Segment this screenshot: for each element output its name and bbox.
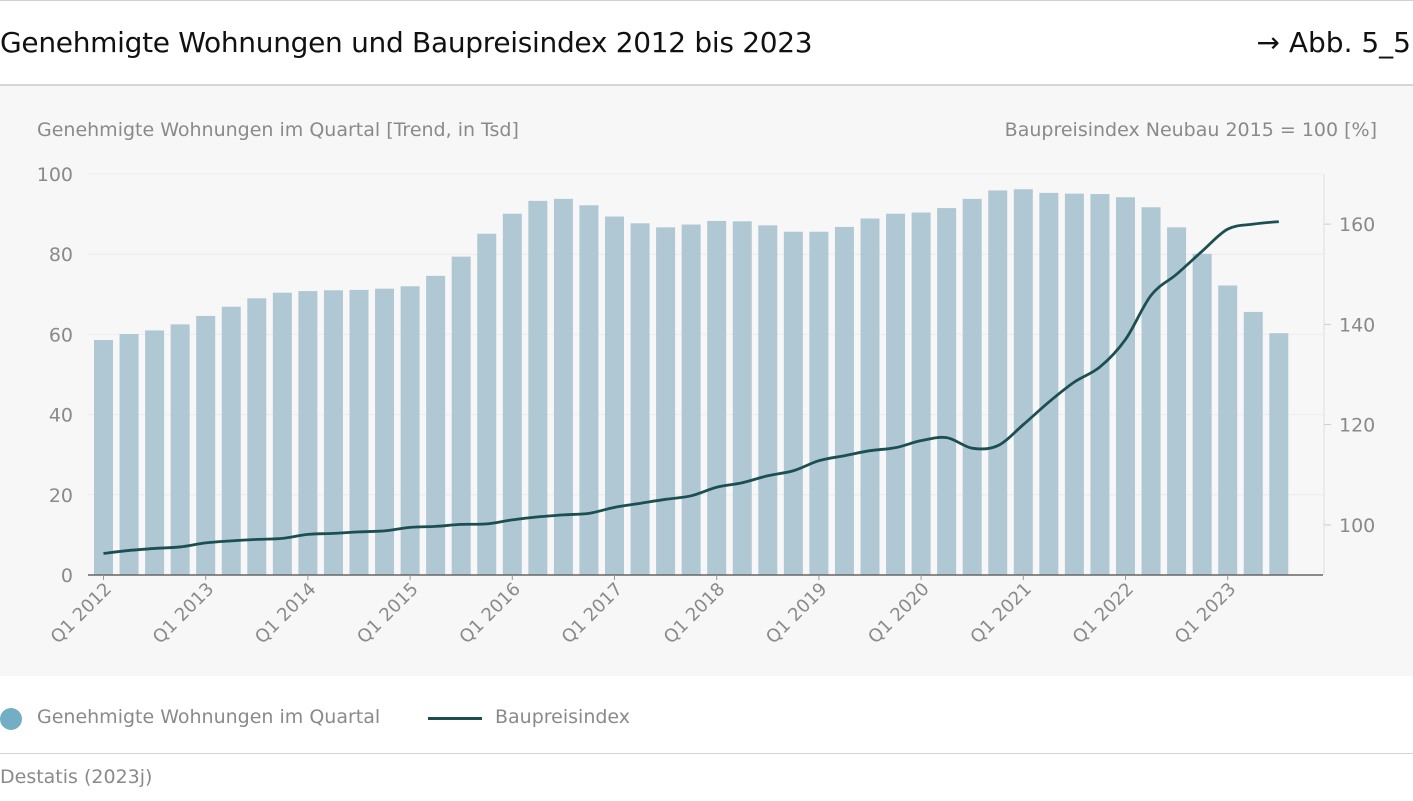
bar-q1-2015 [400, 286, 420, 575]
x-tick-label: Q1 2013 [149, 579, 218, 648]
x-tick-label: Q1 2021 [966, 579, 1035, 648]
x-tick-label: Q1 2012 [47, 579, 116, 648]
right-axis-title: Baupreisindex Neubau 2015 = 100 [%] [1005, 119, 1377, 141]
bar-q3-2021 [1064, 193, 1084, 576]
bar-q4-2015 [477, 233, 497, 575]
right-tick-label: 120 [1339, 415, 1375, 437]
bar-q4-2020 [988, 190, 1008, 575]
x-tick-label: Q1 2023 [1171, 579, 1240, 648]
bar-q1-2012 [94, 340, 113, 575]
right-tick-label: 160 [1339, 214, 1375, 236]
page-title: Genehmigte Wohnungen und Baupreisindex 2… [0, 26, 813, 59]
bar-q2-2020 [937, 208, 957, 575]
bar-q3-2019 [860, 218, 880, 576]
x-tick-label: Q1 2017 [558, 579, 627, 648]
bar-q1-2016 [502, 213, 522, 575]
left-tick-label: 60 [49, 324, 73, 346]
figure-reference-link[interactable]: → Abb. 5_5 [1256, 26, 1412, 59]
legend-bars-label: Genehmigte Wohnungen im Quartal [37, 706, 381, 728]
x-tick-label: Q1 2019 [762, 579, 831, 648]
left-axis-ticks: 0 20 40 60 80 100 [37, 164, 73, 587]
bar-q1-2014 [298, 291, 318, 575]
source-note: Destatis (2023j) [0, 766, 153, 788]
x-tick-label: Q1 2014 [251, 579, 320, 648]
x-tick-label: Q1 2018 [660, 579, 729, 648]
x-axis-ticks: Q1 2012 Q1 2013 Q1 2014 Q1 2015 Q1 2016 Q1 20… [47, 575, 1240, 648]
footer-divider [0, 753, 1413, 754]
bar-q3-2022 [1167, 227, 1187, 575]
bar-q1-2017 [605, 216, 624, 576]
bar-q2-2012 [119, 333, 139, 575]
line-series [103, 220, 1279, 555]
bar-q3-2013 [247, 298, 267, 575]
x-tick-label: Q1 2015 [353, 579, 422, 648]
bar-q2-2019 [834, 226, 854, 575]
bar-q3-2020 [962, 198, 982, 575]
bar-q3-2023 [1269, 333, 1289, 575]
bar-q3-2017 [656, 227, 676, 575]
bar-q4-2014 [375, 288, 395, 575]
legend-line-label: Baupreisindex [495, 706, 631, 728]
bar-q1-2021 [1013, 189, 1033, 575]
bar-q4-2022 [1192, 253, 1212, 575]
bar-q3-2016 [553, 198, 573, 575]
legend-line-swatch [428, 717, 482, 720]
bar-q2-2017 [630, 223, 650, 575]
bar-q3-2014 [349, 289, 369, 575]
left-tick-label: 0 [61, 565, 73, 587]
bar-q2-2016 [528, 200, 548, 575]
top-rule [0, 0, 1413, 1]
bar-q4-2018 [783, 231, 803, 575]
bar-q3-2018 [758, 225, 778, 575]
bar-q1-2019 [809, 231, 829, 575]
x-tick-label: Q1 2022 [1069, 579, 1138, 648]
bar-q4-2019 [886, 213, 906, 575]
bar-q1-2020 [911, 212, 931, 575]
bar-q4-2013 [272, 292, 292, 575]
legend-bars-swatch [0, 708, 22, 730]
baupreisindex-line [103, 220, 1279, 555]
left-tick-label: 20 [49, 485, 73, 507]
bar-q1-2018 [707, 220, 727, 576]
bar-q2-2015 [426, 275, 446, 575]
bar-q2-2013 [221, 306, 241, 575]
bar-q2-2023 [1243, 311, 1263, 575]
bar-q1-2022 [1116, 197, 1135, 575]
bar-q4-2021 [1090, 194, 1110, 576]
bar-q4-2016 [579, 205, 599, 575]
bar-q1-2013 [196, 315, 216, 575]
bar-q2-2022 [1141, 207, 1161, 575]
x-tick-label: Q1 2020 [864, 579, 933, 648]
bar-q2-2021 [1039, 192, 1059, 576]
bar-series [94, 189, 1289, 576]
left-tick-label: 80 [49, 244, 73, 266]
x-tick-label: Q1 2016 [455, 579, 524, 648]
bar-q1-2023 [1218, 285, 1238, 575]
right-tick-label: 140 [1339, 314, 1375, 336]
combo-chart: Genehmigte Wohnungen im Quartal [Trend, … [37, 119, 1377, 648]
right-tick-label: 100 [1339, 515, 1375, 537]
left-tick-label: 40 [49, 405, 73, 427]
left-tick-label: 100 [37, 164, 73, 186]
bar-q3-2015 [451, 256, 471, 575]
right-axis-ticks: 100 120 140 160 [1324, 214, 1375, 537]
left-axis-title: Genehmigte Wohnungen im Quartal [Trend, … [37, 119, 519, 141]
bar-q3-2012 [145, 330, 165, 575]
bar-q4-2012 [170, 324, 190, 575]
bar-q2-2018 [732, 221, 752, 575]
bar-q4-2017 [681, 224, 701, 575]
bar-q2-2014 [323, 290, 343, 575]
title-divider [0, 84, 1413, 86]
